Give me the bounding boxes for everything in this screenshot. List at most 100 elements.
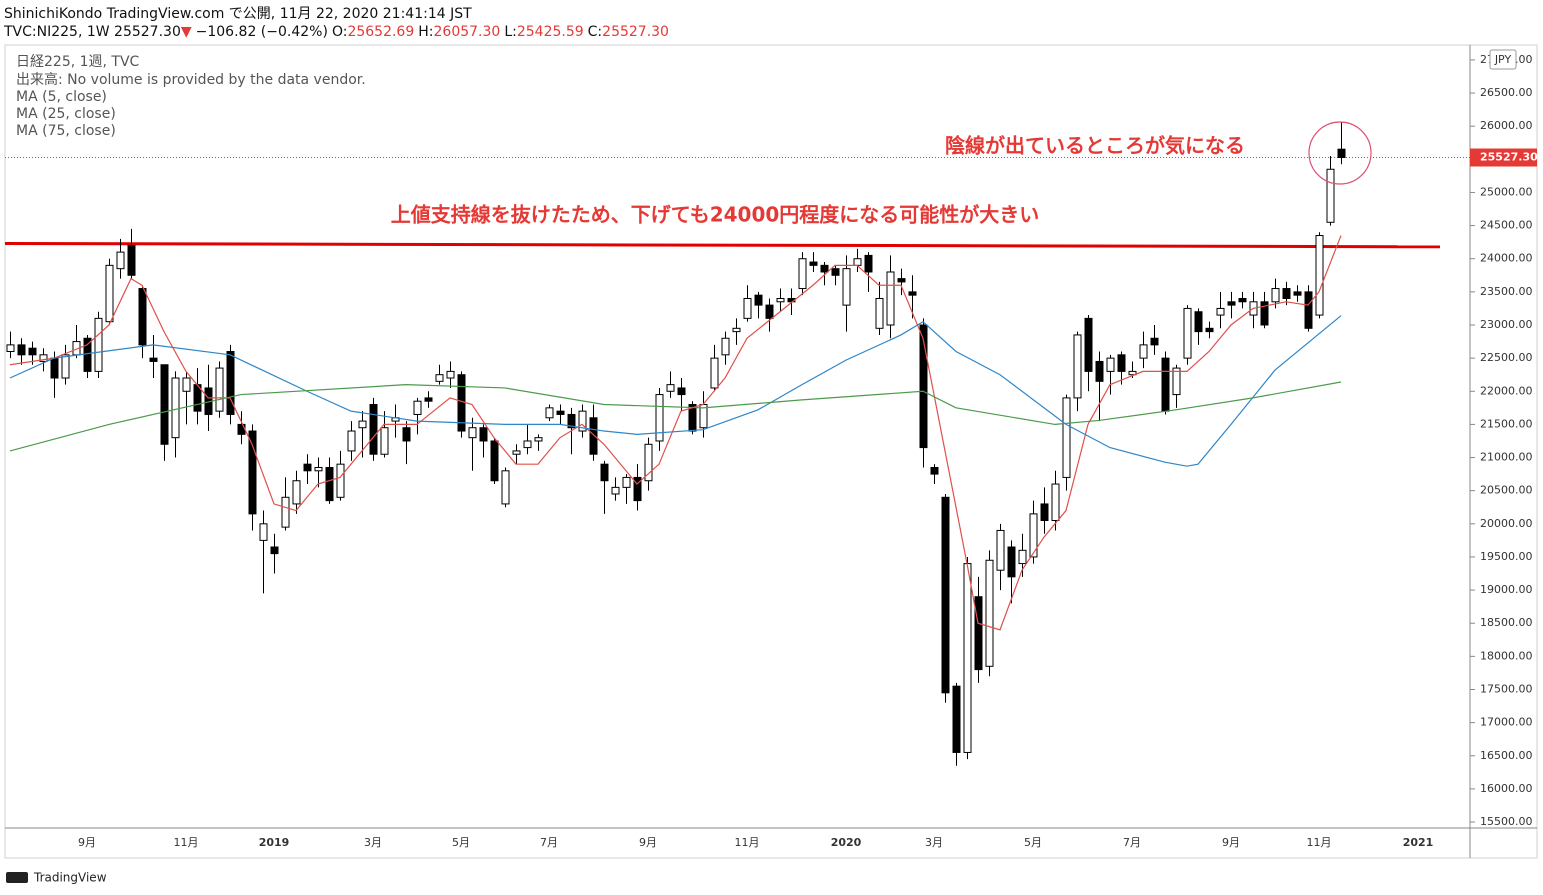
y-tick-label: 21500.00 [1480, 417, 1533, 430]
legend-volume: 出来高: No volume is provided by the data v… [16, 71, 366, 88]
candle-body [864, 254, 873, 273]
candle-body [996, 529, 1005, 571]
candle-body [732, 327, 741, 333]
candle-body [633, 476, 642, 502]
open-label: O: [332, 24, 348, 40]
candle-body [215, 367, 224, 412]
candle-body [50, 357, 59, 379]
footer-logo[interactable]: TradingView [6, 871, 107, 885]
footer-text: TradingView [33, 871, 107, 885]
candle-body [1106, 357, 1115, 372]
candle-body [974, 596, 983, 671]
candle-body [611, 486, 620, 495]
plot-area [5, 122, 1470, 766]
candle-body [512, 450, 521, 455]
low-value: 25425.59 [517, 24, 584, 40]
candle-body [325, 466, 334, 502]
candle-body [886, 271, 895, 326]
candle-body [952, 685, 961, 753]
candle-body [1084, 317, 1093, 372]
candle-body [1238, 297, 1247, 303]
candle-body [908, 291, 917, 296]
candle-body [655, 394, 664, 442]
candle-body [622, 476, 631, 488]
x-tick-label: 5月 [452, 836, 470, 849]
candle-body [644, 443, 653, 482]
candle-body [1051, 483, 1060, 521]
legend-entry: MA (5, close) [16, 89, 107, 105]
candle-body [820, 264, 829, 273]
x-tick-label: 2020 [831, 836, 862, 849]
close-value: 25527.30 [602, 24, 669, 40]
candle-body [919, 324, 928, 449]
candle-body [1095, 360, 1104, 382]
y-tick-label: 24000.00 [1480, 252, 1533, 265]
y-tick-label: 18500.00 [1480, 616, 1533, 629]
candle-body [501, 470, 510, 505]
candle-body [39, 354, 48, 362]
candle-body [171, 377, 180, 439]
candle-body [237, 423, 246, 435]
x-tick-label: 7月 [540, 836, 558, 849]
header-line: ShinichiKondo TradingView.com で公開, 11月 2… [4, 6, 472, 22]
candle-body [292, 480, 301, 505]
candle-body [941, 496, 950, 694]
y-tick-label: 26500.00 [1480, 86, 1533, 99]
y-tick-label: 20500.00 [1480, 484, 1533, 497]
candle-body [1018, 549, 1027, 565]
x-tick-label: 11月 [735, 836, 760, 849]
candle-body [6, 344, 15, 353]
candle-body [1282, 288, 1291, 299]
candle-body [1139, 344, 1148, 359]
moving-average [9, 315, 1342, 467]
candle-body [17, 344, 26, 356]
y-tick-label: 23000.00 [1480, 318, 1533, 331]
candle-body [138, 288, 147, 346]
y-tick-label: 15500.00 [1480, 815, 1533, 828]
x-tick-label: 2019 [259, 836, 290, 849]
legend-entry: MA (75, close) [16, 123, 116, 139]
candle-body [743, 297, 752, 319]
y-tick-label: 19500.00 [1480, 550, 1533, 563]
candle-body [446, 370, 455, 379]
candle-body [1337, 148, 1346, 159]
last-price-label: 25527.30 [1480, 151, 1538, 164]
y-tick-label: 22500.00 [1480, 351, 1533, 364]
candle-body [160, 364, 169, 445]
candle-body [281, 496, 290, 528]
symbol: TVC:NI225, 1W 25527.30 [3, 24, 181, 40]
candle-body [94, 317, 103, 372]
low-label: L: [504, 24, 517, 40]
x-tick-label: 11月 [1307, 836, 1332, 849]
x-tick-label: 3月 [364, 836, 382, 849]
candle-body [303, 463, 312, 472]
candle-body [116, 251, 125, 270]
y-tick-label: 23500.00 [1480, 285, 1533, 298]
candle-body [776, 297, 785, 303]
highlight-circle [1308, 121, 1372, 185]
candle-body [798, 258, 807, 290]
change: −106.82 (−0.42%) [196, 24, 328, 40]
candle-body [314, 466, 323, 472]
candle-body [424, 397, 433, 402]
candle-body [897, 278, 906, 283]
candle-body [1128, 370, 1137, 376]
candle-body [1304, 291, 1313, 329]
candle-body [490, 440, 499, 482]
currency: JPY [1494, 53, 1512, 66]
candle-body [413, 400, 422, 415]
legend-entry: MA (25, close) [16, 106, 116, 122]
high-label: H: [418, 24, 433, 40]
y-tick-label: 26000.00 [1480, 119, 1533, 132]
y-tick-label: 24500.00 [1480, 219, 1533, 232]
candle-body [61, 354, 70, 379]
candle-body [721, 337, 730, 356]
legend-title: 日経225, 1週, TVC [16, 54, 140, 70]
candle-body [875, 297, 884, 329]
candle-body [1260, 301, 1269, 326]
y-tick-label: 17500.00 [1480, 682, 1533, 695]
candle-body [1062, 397, 1071, 478]
currency-badge[interactable] [1489, 49, 1517, 70]
y-tick-label: 16000.00 [1480, 782, 1533, 795]
